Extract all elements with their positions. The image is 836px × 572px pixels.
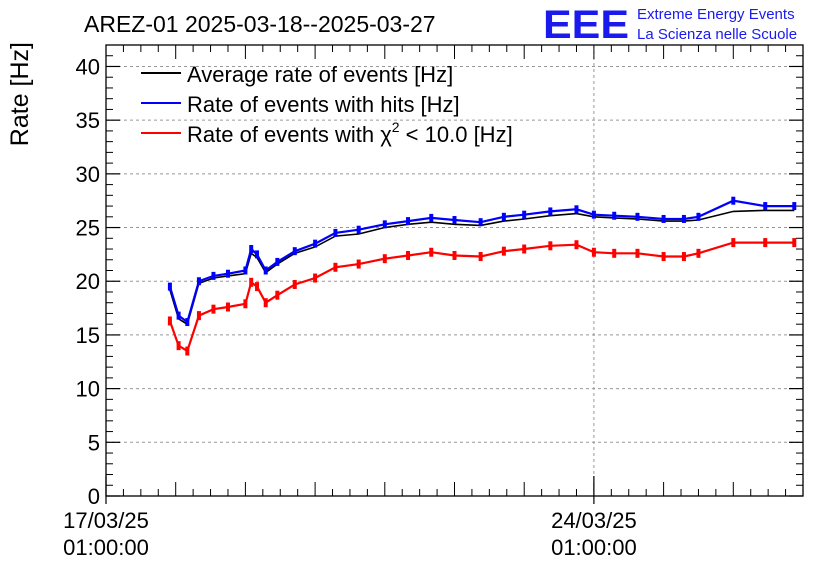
y-tick-label: 35 [76, 108, 100, 133]
y-tick-label: 15 [76, 323, 100, 348]
x-tick-label-time: 01:00:00 [63, 535, 149, 560]
series-layer [167, 196, 797, 356]
series-chi2 [167, 238, 797, 356]
series-hits [167, 196, 797, 327]
x-tick-label-date: 24/03/25 [551, 508, 637, 533]
y-tick-label: 40 [76, 54, 100, 79]
x-tick-label-date: 17/03/25 [63, 508, 149, 533]
y-tick-label: 20 [76, 269, 100, 294]
x-tick-label-time: 01:00:00 [551, 535, 637, 560]
logo-line2: La Scienza nelle Scuole [637, 26, 797, 43]
chart-title: AREZ-01 2025-03-18--2025-03-27 [84, 11, 436, 37]
axis-ticks: 051015202530354017/03/2501:00:0024/03/25… [63, 44, 804, 560]
y-tick-label: 25 [76, 216, 100, 241]
eee-logo: EEE Extreme Energy Events La Scienza nel… [543, 3, 797, 47]
grid [106, 45, 803, 496]
y-axis-label: Rate [Hz] [6, 42, 34, 146]
legend-label-chi2: Rate of events with χ2 < 10.0 [Hz] [187, 119, 513, 147]
logo-mark: EEE [543, 3, 629, 47]
legend: Average rate of events [Hz] Rate of event… [141, 62, 513, 147]
y-tick-label: 5 [88, 430, 100, 455]
y-tick-label: 0 [88, 484, 100, 509]
logo-line1: Extreme Energy Events [637, 6, 795, 23]
legend-label-hits: Rate of events with hits [Hz] [187, 92, 460, 117]
y-tick-label: 30 [76, 162, 100, 187]
y-tick-label: 10 [76, 377, 100, 402]
legend-label-avg: Average rate of events [Hz] [187, 62, 453, 87]
